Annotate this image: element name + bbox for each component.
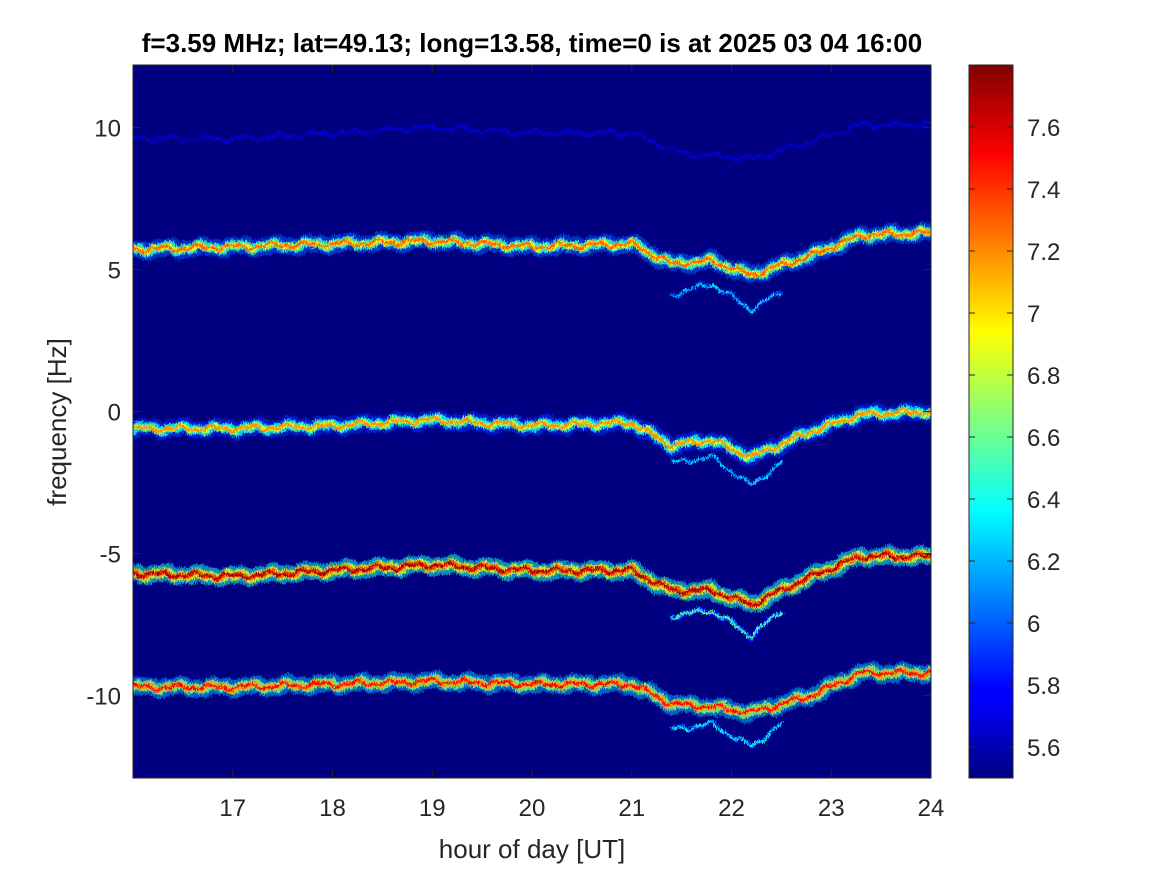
- x-tick-label: 22: [718, 795, 745, 822]
- y-tick-label: 0: [108, 400, 121, 427]
- y-axis: 10 5 0 -5 -10: [86, 115, 931, 711]
- colorbar-tick-label: 7.4: [1027, 177, 1060, 204]
- colorbar-tick-label: 7: [1027, 301, 1040, 328]
- colorbar: [968, 64, 1014, 779]
- trace-band: [667, 717, 786, 750]
- x-tick-label: 19: [419, 795, 446, 822]
- trace-line: [133, 551, 931, 608]
- y-tick-label: -5: [100, 542, 121, 569]
- x-axis-label: hour of day [UT]: [439, 834, 625, 864]
- trace-band: [133, 661, 931, 724]
- y-tick-label: -10: [86, 684, 121, 711]
- colorbar-tick-label: 6.4: [1027, 487, 1060, 514]
- colorbar-tick-label: 7.6: [1027, 115, 1060, 142]
- y-tick-label: 5: [108, 258, 121, 285]
- trace-band: [133, 221, 931, 283]
- colorbar-tick-label: 6.8: [1027, 363, 1060, 390]
- x-tick-label: 18: [319, 795, 346, 822]
- colorbar-tick-label: 6.2: [1027, 549, 1060, 576]
- trace-layer: [133, 113, 931, 750]
- colorbar-tick-label: 5.8: [1027, 673, 1060, 700]
- x-tick-label: 20: [519, 795, 546, 822]
- chart-title: f=3.59 MHz; lat=49.13; long=13.58, time=…: [142, 28, 922, 58]
- trace-line: [133, 668, 931, 716]
- trace-line: [133, 228, 931, 277]
- x-tick-label: 24: [918, 795, 945, 822]
- colorbar-tick-label: 6.6: [1027, 425, 1060, 452]
- x-axis: 17 18 19 20 21 22 23 24: [219, 65, 944, 822]
- trace-line: [670, 282, 783, 314]
- colorbar-tick-label: 5.6: [1027, 735, 1060, 762]
- trace-line: [670, 608, 783, 639]
- trace-band: [667, 604, 786, 644]
- trace-band: [667, 278, 786, 315]
- trace-line: [133, 120, 931, 162]
- colorbar-axis: 5.6 5.8 6 6.2 6.4 6.6 6.8 7 7.2 7.4 7.6: [969, 115, 1060, 762]
- trace-band: [133, 401, 931, 467]
- y-tick-label: 10: [94, 115, 121, 142]
- trace-band: [133, 544, 931, 613]
- colorbar-tick-label: 6: [1027, 611, 1040, 638]
- trace-band: [667, 451, 786, 488]
- x-tick-label: 23: [818, 795, 845, 822]
- y-axis-label: frequency [Hz]: [42, 338, 72, 506]
- colorbar-tick-label: 7.2: [1027, 239, 1060, 266]
- trace-band: [133, 113, 931, 170]
- x-tick-label: 17: [219, 795, 246, 822]
- x-tick-label: 21: [618, 795, 645, 822]
- trace-line: [670, 720, 783, 748]
- trace-line: [133, 407, 931, 459]
- trace-line: [670, 453, 783, 487]
